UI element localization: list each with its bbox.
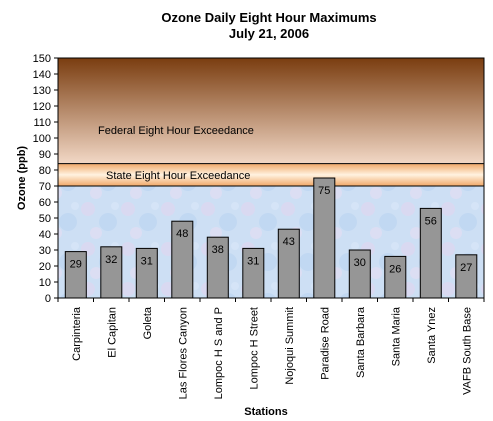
x-axis-title: Stations (244, 406, 287, 418)
bar-value-label: 29 (70, 259, 82, 271)
chart-title: Ozone Daily Eight Hour Maximums (161, 10, 376, 25)
bar-value-label: 38 (212, 244, 224, 256)
x-tick-label: Lompoc H Street (248, 307, 260, 390)
y-tick-label: 10 (39, 277, 51, 289)
plot-area: Federal Eight Hour Exceedance State Eigh… (57, 57, 485, 299)
y-tick-label: 60 (39, 197, 51, 209)
bar-value-label: 30 (354, 257, 366, 269)
y-tick-label: 90 (39, 149, 51, 161)
x-tick-label: Santa Barbara (355, 306, 367, 378)
bars-group: 29 32 31 48 38 31 43 75 30 26 56 27 (64, 177, 478, 299)
bar-value-label: 31 (141, 255, 153, 267)
y-tick-label: 120 (33, 101, 51, 113)
y-tick-label: 110 (33, 117, 51, 129)
bar-value-label: 43 (283, 236, 295, 248)
y-tick-label: 100 (33, 133, 51, 145)
y-tick-label: 140 (33, 69, 51, 81)
y-tick-label: 30 (39, 245, 51, 257)
x-axis: Carpinteria El Capitan Goleta Las Flores Ca… (57, 298, 485, 399)
x-tick-label: Las Flores Canyon (177, 307, 189, 399)
x-tick-label: Santa Maria (390, 306, 402, 366)
y-axis: 0 10 20 30 40 50 60 70 80 90 100 110 120 130 140 150 (33, 53, 58, 305)
x-tick-label: Carpinteria (71, 306, 83, 361)
y-tick-label: 70 (39, 181, 51, 193)
bar-value-label: 31 (247, 255, 259, 267)
y-axis-title: Ozone (ppb) (16, 146, 28, 210)
x-tick-label: El Capitan (106, 307, 118, 358)
bar-value-label: 56 (425, 215, 437, 227)
x-tick-label: Santa Ynez (426, 307, 438, 364)
x-tick-label: Nojoqui Summit (284, 307, 296, 385)
x-tick-label: VAFB South Base (461, 307, 473, 395)
federal-band-label: Federal Eight Hour Exceedance (98, 125, 254, 137)
y-tick-label: 40 (39, 229, 51, 241)
state-exceedance-band (58, 163, 484, 186)
bar-value-label: 75 (318, 185, 330, 197)
bar-value-label: 32 (105, 254, 117, 266)
state-band-label: State Eight Hour Exceedance (106, 170, 250, 182)
y-tick-label: 20 (39, 261, 51, 273)
y-tick-label: 0 (45, 293, 51, 305)
chart-subtitle: July 21, 2006 (229, 26, 309, 41)
bar-value-label: 27 (460, 262, 472, 274)
below-threshold-region (58, 186, 484, 298)
federal-exceedance-band (58, 58, 484, 164)
y-tick-label: 150 (33, 53, 51, 65)
y-tick-label: 130 (33, 85, 51, 97)
y-tick-label: 80 (39, 165, 51, 177)
x-tick-label: Lompoc H S and P (213, 307, 225, 399)
x-tick-label: Paradise Road (319, 307, 331, 380)
y-tick-label: 50 (39, 213, 51, 225)
bar-value-label: 26 (389, 263, 401, 275)
x-tick-label: Goleta (142, 306, 154, 339)
bar-value-label: 48 (176, 228, 188, 240)
